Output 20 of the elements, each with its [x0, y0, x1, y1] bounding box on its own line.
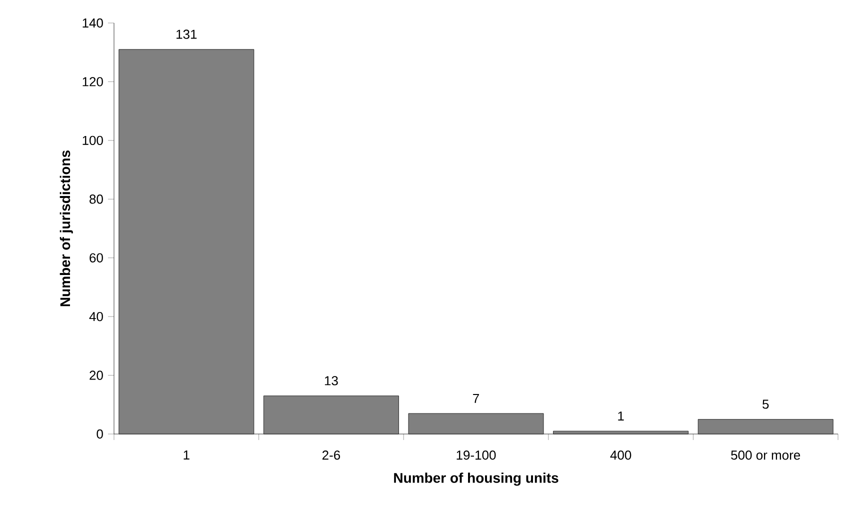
y-tick-label: 100: [82, 136, 103, 146]
y-tick-label: 120: [82, 77, 103, 86]
y-tick-label: 40: [89, 312, 103, 322]
data-label: 7: [473, 394, 479, 403]
data-label: 13: [324, 376, 338, 386]
x-tick-label: 19-100: [456, 450, 496, 460]
data-label: 1: [618, 412, 624, 421]
y-tick-label: 20: [90, 370, 103, 380]
x-tick-label: 500 or more: [731, 450, 800, 460]
x-tick-label: 1: [184, 450, 190, 460]
y-tick-label: 140: [82, 18, 103, 28]
x-tick-label: 400: [610, 450, 632, 460]
data-label: 5: [762, 400, 769, 409]
y-tick-label: 0: [96, 429, 103, 439]
y-axis-title: Number of jurisdictions: [60, 150, 73, 306]
x-tick-label: 2-6: [322, 450, 340, 460]
y-tick-label: 60: [90, 253, 103, 262]
data-label: 131: [176, 30, 197, 39]
y-tick-label: 80: [90, 194, 103, 204]
x-axis-title: Number of housing units: [394, 472, 558, 486]
